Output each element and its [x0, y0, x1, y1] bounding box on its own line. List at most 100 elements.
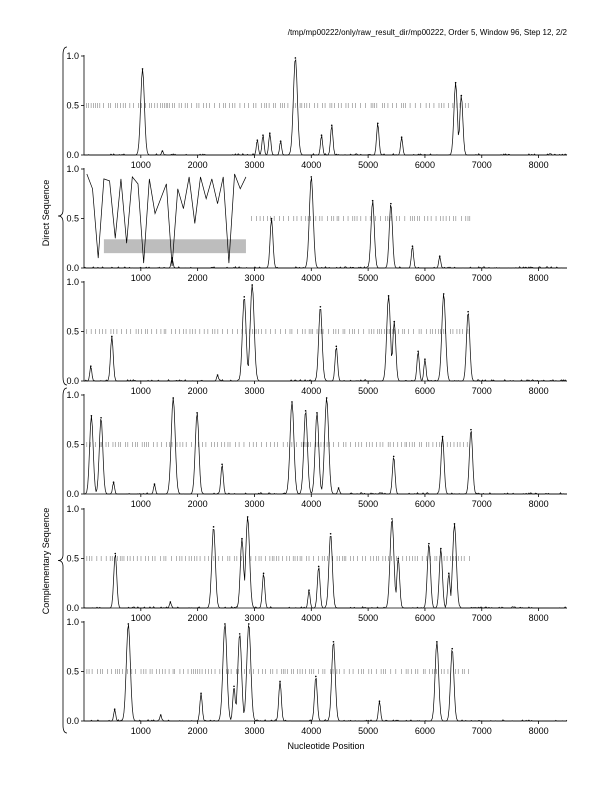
x-tick-label: 6000 — [415, 386, 435, 396]
peak-point — [310, 176, 313, 178]
x-tick-label: 2000 — [188, 160, 208, 170]
y-tick-label: 0.5 — [66, 214, 79, 224]
peak-point — [436, 641, 438, 643]
x-tick-label: 4000 — [301, 386, 321, 396]
peak-point — [172, 397, 175, 399]
peak-point — [320, 134, 323, 136]
y-tick-label: 1.0 — [66, 277, 79, 287]
peak-point — [330, 124, 333, 127]
x-tick-label: 2000 — [188, 386, 208, 396]
x-tick-label: 7000 — [472, 386, 492, 396]
peak-point — [112, 481, 115, 483]
x-tick-label: 5000 — [358, 726, 378, 736]
x-tick-label: 1000 — [131, 613, 151, 623]
group-label-complementary-sequence: Complementary Sequence — [41, 508, 51, 615]
x-tick-label: 3000 — [244, 499, 264, 509]
peak-point — [329, 532, 332, 535]
peak-point — [332, 641, 335, 643]
y-tick-label: 0.5 — [66, 440, 79, 450]
x-tick-label: 8000 — [529, 499, 549, 509]
y-tick-label: 1.0 — [66, 617, 79, 627]
signal-trace — [84, 58, 568, 156]
x-tick-label: 1000 — [131, 273, 151, 283]
peak-point — [308, 589, 310, 591]
x-tick-label: 8000 — [529, 613, 549, 623]
peak-point — [141, 68, 144, 70]
peak-point — [470, 428, 472, 431]
peak-point — [428, 542, 430, 545]
figure-title: /tmp/mp00222/only/raw_result_dir/mp00222… — [288, 28, 568, 37]
x-tick-label: 4000 — [301, 499, 321, 509]
marker-row — [251, 216, 471, 221]
y-tick-label: 1.0 — [66, 390, 79, 400]
peak-point — [171, 257, 173, 259]
peak-point — [90, 414, 93, 417]
brace-direct-sequence — [57, 46, 68, 386]
x-tick-label: 6000 — [415, 499, 435, 509]
x-tick-label: 8000 — [529, 386, 549, 396]
x-tick-label: 6000 — [415, 273, 435, 283]
x-tick-label: 7000 — [472, 613, 492, 623]
x-tick-label: 7000 — [472, 726, 492, 736]
peak-point — [337, 487, 340, 489]
peak-point — [387, 295, 390, 297]
peak-point — [453, 523, 456, 525]
peak-point — [200, 692, 202, 695]
peak-point — [442, 293, 445, 295]
x-tick-label: 4000 — [301, 726, 321, 736]
peak-point — [317, 565, 320, 568]
y-tick-label: 1.0 — [66, 504, 79, 514]
marker-row — [86, 329, 469, 334]
peak-point — [262, 134, 264, 136]
group-braces — [57, 46, 68, 734]
peak-point — [441, 435, 444, 438]
x-tick-label: 2000 — [188, 499, 208, 509]
y-tick-label: 1.0 — [66, 51, 79, 61]
x-tick-label: 8000 — [529, 726, 549, 736]
peak-point — [233, 685, 235, 688]
peak-point — [315, 675, 317, 678]
peak-point — [438, 255, 441, 257]
x-tick-label: 5000 — [358, 273, 378, 283]
y-tick-label: 0.0 — [66, 716, 79, 726]
peak-point — [319, 305, 322, 308]
y-tick-label: 0.0 — [66, 150, 79, 160]
peak-point — [417, 350, 419, 353]
panel-frame-4: 0.0 0.5 1.0 1000 2000 3000 4000 5000 6000 7000 800… — [66, 390, 567, 509]
x-tick-label: 3000 — [244, 160, 264, 170]
marker-row — [86, 556, 470, 561]
peak-point — [90, 365, 92, 367]
x-tick-label: 4000 — [301, 160, 321, 170]
x-tick-label: 3000 — [244, 273, 264, 283]
peak-point — [390, 202, 392, 205]
y-tick-label: 0.5 — [66, 101, 79, 111]
peak-point — [291, 401, 293, 403]
y-tick-label: 0.0 — [66, 603, 79, 613]
peak-point — [238, 633, 241, 635]
x-tick-label: 8000 — [529, 273, 549, 283]
x-tick-label: 5000 — [358, 160, 378, 170]
peak-point — [169, 601, 172, 603]
peak-point — [400, 136, 403, 138]
peak-point — [393, 320, 396, 323]
peak-point — [392, 455, 395, 458]
peak-point — [424, 358, 426, 361]
x-tick-label: 3000 — [244, 613, 264, 623]
peak-point — [279, 140, 282, 142]
peak-point — [262, 572, 265, 575]
y-tick-label: 0.5 — [66, 327, 79, 337]
peak-point — [391, 518, 393, 520]
y-tick-label: 0.5 — [66, 667, 79, 677]
group-labels: Direct Sequence Complementary Sequence — [41, 180, 51, 615]
peak-point — [269, 132, 271, 135]
x-tick-label: 2000 — [188, 273, 208, 283]
group-label-direct-sequence: Direct Sequence — [41, 180, 51, 247]
panel-frame-3: 0.0 0.5 1.0 1000 2000 3000 4000 5000 6000 7000 800… — [66, 277, 567, 396]
signal-trace — [84, 285, 567, 382]
x-tick-label: 7000 — [472, 160, 492, 170]
x-tick-label: 2000 — [188, 726, 208, 736]
peak-point — [440, 547, 442, 550]
marker-row — [86, 103, 469, 108]
marker-row — [86, 669, 469, 674]
peak-point — [467, 310, 469, 313]
